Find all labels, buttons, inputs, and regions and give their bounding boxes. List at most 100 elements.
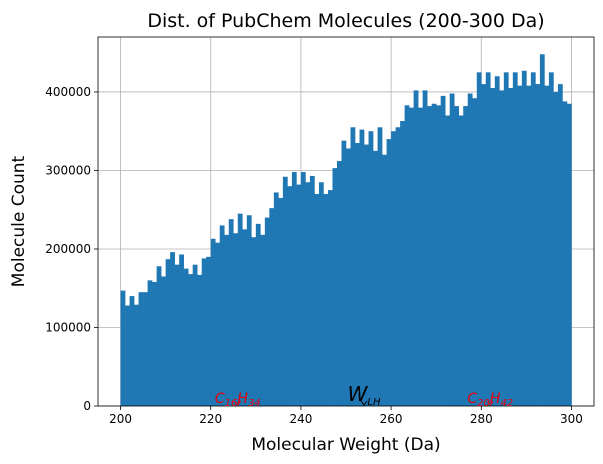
x-tick-label: 280 <box>470 412 493 426</box>
histogram-bar <box>494 76 500 407</box>
histogram-bar <box>341 140 347 407</box>
histogram-bar <box>463 106 469 407</box>
annotation-label: C20H42 <box>467 391 513 409</box>
histogram-bar <box>215 242 221 406</box>
histogram-bar <box>260 234 266 406</box>
histogram-bar <box>201 258 207 406</box>
annotation-label: C16H34 <box>215 391 261 409</box>
annotation-label: WLH <box>348 382 381 408</box>
y-tick-label: 200000 <box>45 242 91 256</box>
histogram-bar <box>377 127 383 406</box>
annotations-layer: C16H34 WLH C20H42 <box>215 382 513 409</box>
histogram-bar <box>418 107 423 406</box>
histogram-bar <box>454 106 460 407</box>
histogram-bar <box>188 274 193 406</box>
histogram-bar <box>508 88 514 406</box>
histogram-bar <box>165 259 171 406</box>
histogram-bar <box>219 225 225 406</box>
histogram-bar <box>161 276 166 406</box>
histogram-bar <box>544 85 550 406</box>
histogram-bar <box>409 107 414 406</box>
histogram-bar <box>336 161 342 406</box>
histogram-bar <box>499 90 505 406</box>
x-axis-label: Molecular Weight (Da) <box>251 435 440 455</box>
histogram-bar <box>206 256 212 406</box>
histogram-bar <box>300 172 306 406</box>
histogram-bar <box>557 84 563 406</box>
histogram-bar <box>152 281 157 406</box>
histogram-bar <box>355 142 360 406</box>
histogram-bar <box>517 85 523 406</box>
y-tick-label: 300000 <box>45 163 91 177</box>
histogram-bar <box>427 106 432 407</box>
histogram-bar <box>530 72 536 407</box>
x-tick-label: 300 <box>560 412 583 426</box>
histogram-bar <box>485 72 491 407</box>
histogram-bar <box>364 144 369 406</box>
histogram-bar <box>481 84 487 406</box>
histogram-bar <box>134 304 139 406</box>
histogram-bar <box>273 192 279 406</box>
histogram-bar <box>287 186 293 406</box>
histogram-bar <box>309 175 315 406</box>
histogram-bar <box>472 98 478 407</box>
histogram-bar <box>391 131 396 406</box>
histogram-bar <box>346 148 351 406</box>
histogram-bar <box>210 238 216 406</box>
histogram-bar <box>476 72 482 407</box>
histogram-bar <box>368 131 374 406</box>
histogram-bar <box>490 88 496 406</box>
histogram-bar <box>318 182 324 406</box>
histogram-bar <box>138 292 144 406</box>
x-tick-label: 200 <box>109 412 132 426</box>
histogram-bar <box>386 139 392 406</box>
histogram-bar <box>179 254 184 406</box>
histogram-bar <box>445 115 451 407</box>
histogram-bar <box>404 105 410 406</box>
histogram-bar <box>503 72 509 407</box>
histogram-bar <box>382 154 387 406</box>
bars-layer <box>120 54 572 407</box>
histogram-bar <box>431 103 437 406</box>
histogram-bar <box>512 72 518 407</box>
histogram-bar <box>143 292 148 406</box>
histogram-bar <box>291 172 297 406</box>
y-tick-label: 100000 <box>45 320 91 334</box>
histogram-bar <box>197 274 203 406</box>
histogram-bar <box>548 72 554 407</box>
histogram-bar <box>327 190 333 406</box>
histogram-bar <box>192 264 198 406</box>
histogram-bar <box>436 105 441 406</box>
histogram-bar <box>449 93 455 407</box>
histogram-bar <box>242 229 248 406</box>
x-tick-label: 260 <box>380 412 403 426</box>
histogram-bar <box>264 217 270 406</box>
histogram-bar <box>120 290 126 406</box>
x-tick-label: 220 <box>199 412 222 426</box>
histogram-bar <box>314 194 320 406</box>
histogram-bar <box>400 121 405 407</box>
histogram-bar <box>305 182 311 406</box>
histogram-bar <box>539 54 545 406</box>
histogram-bar <box>282 176 288 406</box>
histogram-bar <box>467 93 473 407</box>
histogram-bar <box>521 70 527 406</box>
histogram-bar <box>183 268 189 406</box>
histogram-bar <box>147 280 153 406</box>
histogram-bar <box>350 127 356 406</box>
histogram-bar <box>237 213 243 406</box>
axes-layer: 200 220 240 260 280 300 0 100000 200000 300000 400… <box>45 36 595 426</box>
histogram-bar <box>233 233 239 406</box>
plot-frame <box>97 36 595 407</box>
histogram-bar <box>526 85 532 406</box>
histogram-bar <box>323 194 329 406</box>
histogram-bar <box>156 266 162 406</box>
annotation-marker <box>234 400 242 406</box>
histogram-bar <box>129 296 135 406</box>
histogram-bar <box>422 90 428 406</box>
histogram-bar <box>535 84 541 406</box>
histogram-bar <box>296 184 302 406</box>
histogram-bar <box>255 223 261 406</box>
y-axis-label: Molecule Count <box>9 155 29 287</box>
